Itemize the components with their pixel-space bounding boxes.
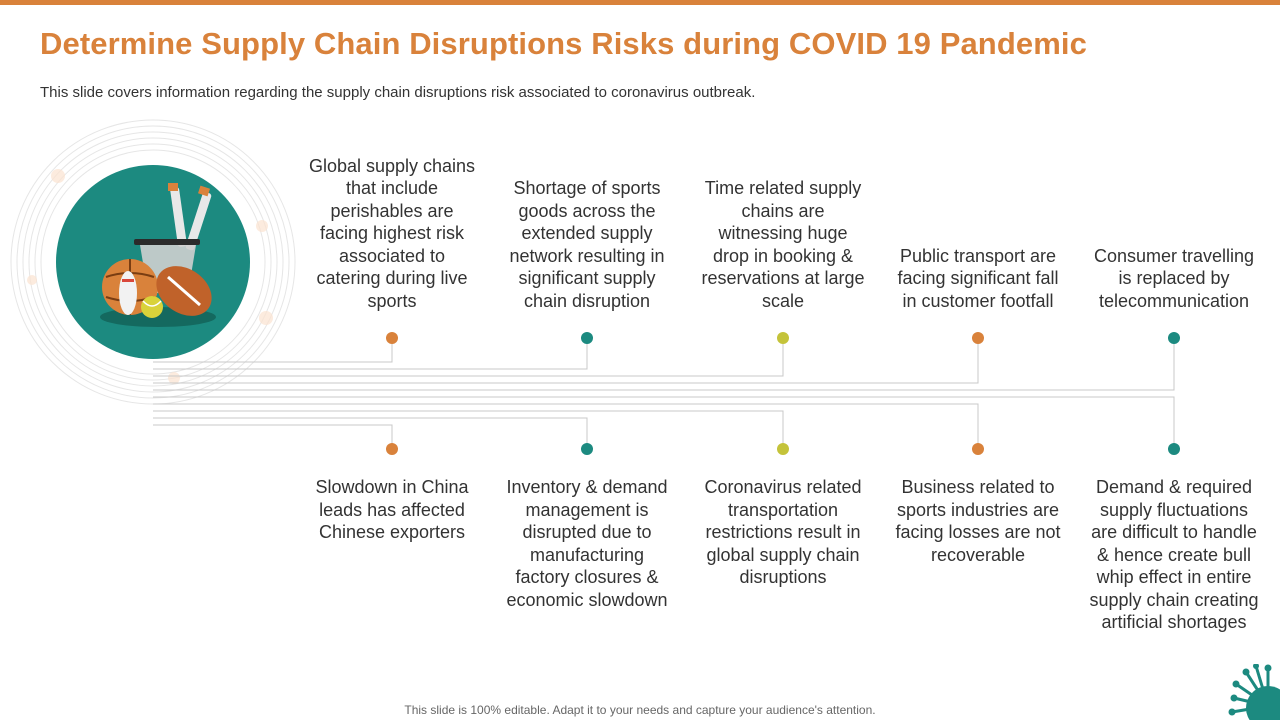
risk-item-top-4-text: Public transport are facing significant … xyxy=(897,245,1059,311)
top-dot-3 xyxy=(777,332,789,344)
sports-equipment-icon xyxy=(100,183,216,327)
footer-note: This slide is 100% editable. Adapt it to… xyxy=(404,703,876,717)
risk-item-bottom-5: Demand & required supply fluctuations ar… xyxy=(1089,477,1259,632)
risk-item-top-3-text: Time related supply chains are witnessin… xyxy=(701,178,865,311)
risk-item-top-4: Public transport are facing significant … xyxy=(893,152,1063,312)
page-subtitle: This slide covers information regarding … xyxy=(40,84,756,101)
hero-sports-image xyxy=(56,165,250,359)
risk-item-top-2-text: Shortage of sports goods across the exte… xyxy=(509,178,665,311)
top-dot-2 xyxy=(581,332,593,344)
risk-item-bottom-1: Slowdown in China leads has affected Chi… xyxy=(315,477,469,542)
bottom-dot-1 xyxy=(386,443,398,455)
virus-icon xyxy=(1228,664,1280,720)
risk-item-top-1: Global supply chains that include perish… xyxy=(307,152,477,312)
risk-item-top-5: Consumer travelling is replaced by telec… xyxy=(1089,152,1259,312)
bottom-dot-2 xyxy=(581,443,593,455)
top-dot-1 xyxy=(386,332,398,344)
risk-item-top-1-text: Global supply chains that include perish… xyxy=(308,155,476,311)
risk-item-bottom-2: Inventory & demand management is disrupt… xyxy=(506,477,668,610)
risk-item-top-3: Time related supply chains are witnessin… xyxy=(698,152,868,312)
bottom-dot-3 xyxy=(777,443,789,455)
risk-item-top-5-text: Consumer travelling is replaced by telec… xyxy=(1093,245,1255,311)
bottom-dot-5 xyxy=(1168,443,1180,455)
page-title: Determine Supply Chain Disruptions Risks… xyxy=(40,26,1087,61)
risk-item-bottom-4: Business related to sports industries ar… xyxy=(895,477,1061,565)
top-dot-4 xyxy=(972,332,984,344)
risk-item-bottom-3: Coronavirus related transportation restr… xyxy=(704,477,862,587)
bottom-dot-4 xyxy=(972,443,984,455)
top-dot-5 xyxy=(1168,332,1180,344)
top-accent-bar xyxy=(0,0,1280,5)
risk-item-top-2: Shortage of sports goods across the exte… xyxy=(502,152,672,312)
